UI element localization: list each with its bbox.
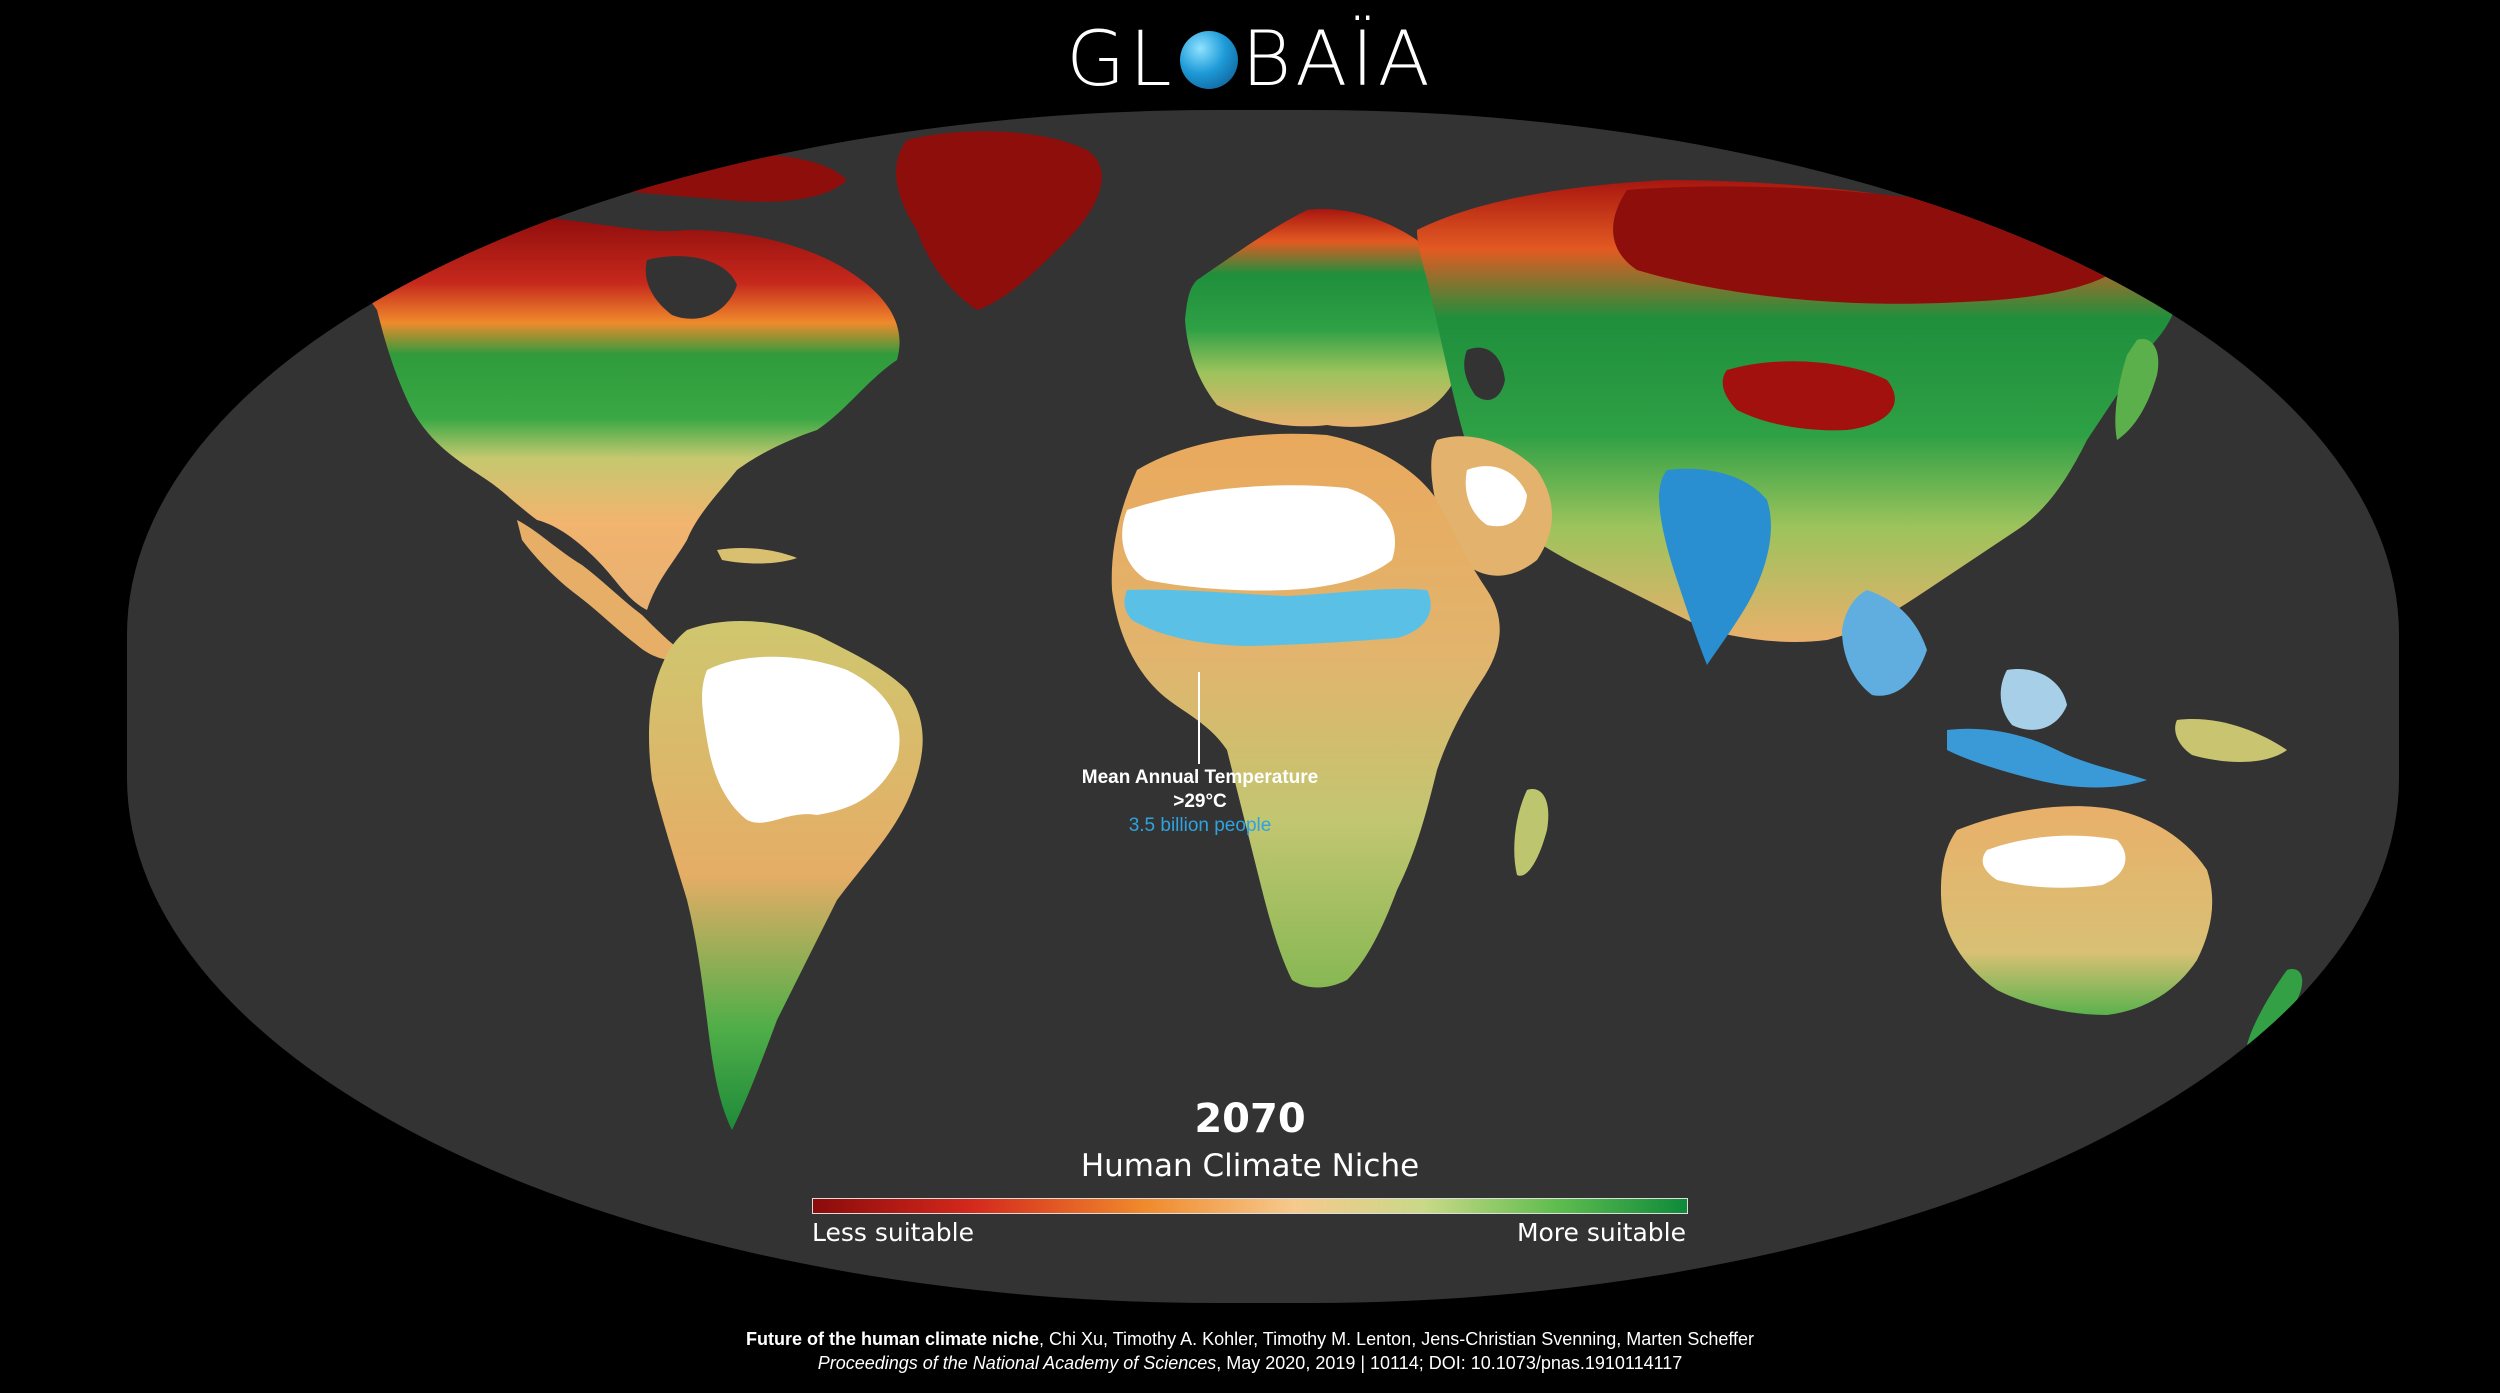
- globaia-logo: GL BAÏA: [0, 14, 2500, 114]
- central-america: [517, 520, 687, 660]
- arabia-extreme-heat: [1465, 466, 1527, 527]
- citation-journal: Proceedings of the National Academy of S…: [817, 1353, 1217, 1373]
- north-america: [222, 210, 900, 610]
- citation-line-2: Proceedings of the National Academy of S…: [0, 1351, 2500, 1375]
- tibet-plateau: [1722, 361, 1895, 431]
- map-layer: [222, 131, 2303, 1130]
- callout-threshold: >29°C: [1173, 791, 1227, 812]
- southeast-asia: [1842, 590, 1927, 696]
- world-map: [127, 110, 2399, 1303]
- borneo: [2000, 669, 2067, 730]
- legend-title: Human Climate Niche: [1080, 1148, 1420, 1184]
- citation-title: Future of the human climate niche: [745, 1329, 1040, 1349]
- citation: Future of the human climate niche, Chi X…: [0, 1327, 2500, 1375]
- hudson-bay: [645, 256, 737, 319]
- callout-title: Mean Annual Temperature: [1081, 767, 1319, 788]
- new-zealand: [2247, 969, 2303, 1045]
- legend-right-label: More suitable: [1516, 1218, 1686, 1247]
- sahara-extreme-heat: [1122, 485, 1395, 591]
- callout-pointer-line: [1198, 672, 1200, 764]
- logo-text-suffix: BAÏA: [1241, 14, 1434, 103]
- caspian-sea: [1464, 347, 1505, 400]
- siberia-cold: [1613, 186, 2137, 304]
- sahel-hot-zone: [1124, 588, 1431, 646]
- india: [1659, 468, 1771, 665]
- logo-text-prefix: GL: [1066, 14, 1176, 103]
- madagascar: [1514, 789, 1549, 876]
- citation-line-1: Future of the human climate niche, Chi X…: [0, 1327, 2500, 1351]
- new-guinea: [2175, 719, 2287, 762]
- japan: [2115, 339, 2159, 440]
- caribbean: [717, 547, 797, 564]
- callout-population: 3.5 billion people: [1128, 815, 1272, 836]
- legend-left-label: Less suitable: [812, 1218, 974, 1247]
- indonesia: [1947, 728, 2147, 788]
- europe: [1185, 209, 1461, 427]
- australia-extreme-heat: [1982, 835, 2126, 888]
- greenland: [896, 131, 1102, 310]
- citation-details: , May 2020, 2019 | 10114; DOI: 10.1073/p…: [1216, 1353, 1683, 1373]
- citation-authors: , Chi Xu, Timothy A. Kohler, Timothy M. …: [1039, 1329, 1755, 1349]
- temperature-callout: Mean Annual Temperature >29°C 3.5 billio…: [1045, 766, 1355, 838]
- amazon-extreme-heat: [702, 656, 900, 823]
- legend-year: 2070: [1194, 1096, 1306, 1142]
- globe-icon: [1179, 31, 1238, 89]
- arctic-islands: [427, 140, 847, 202]
- legend-gradient-bar: [812, 1198, 1688, 1214]
